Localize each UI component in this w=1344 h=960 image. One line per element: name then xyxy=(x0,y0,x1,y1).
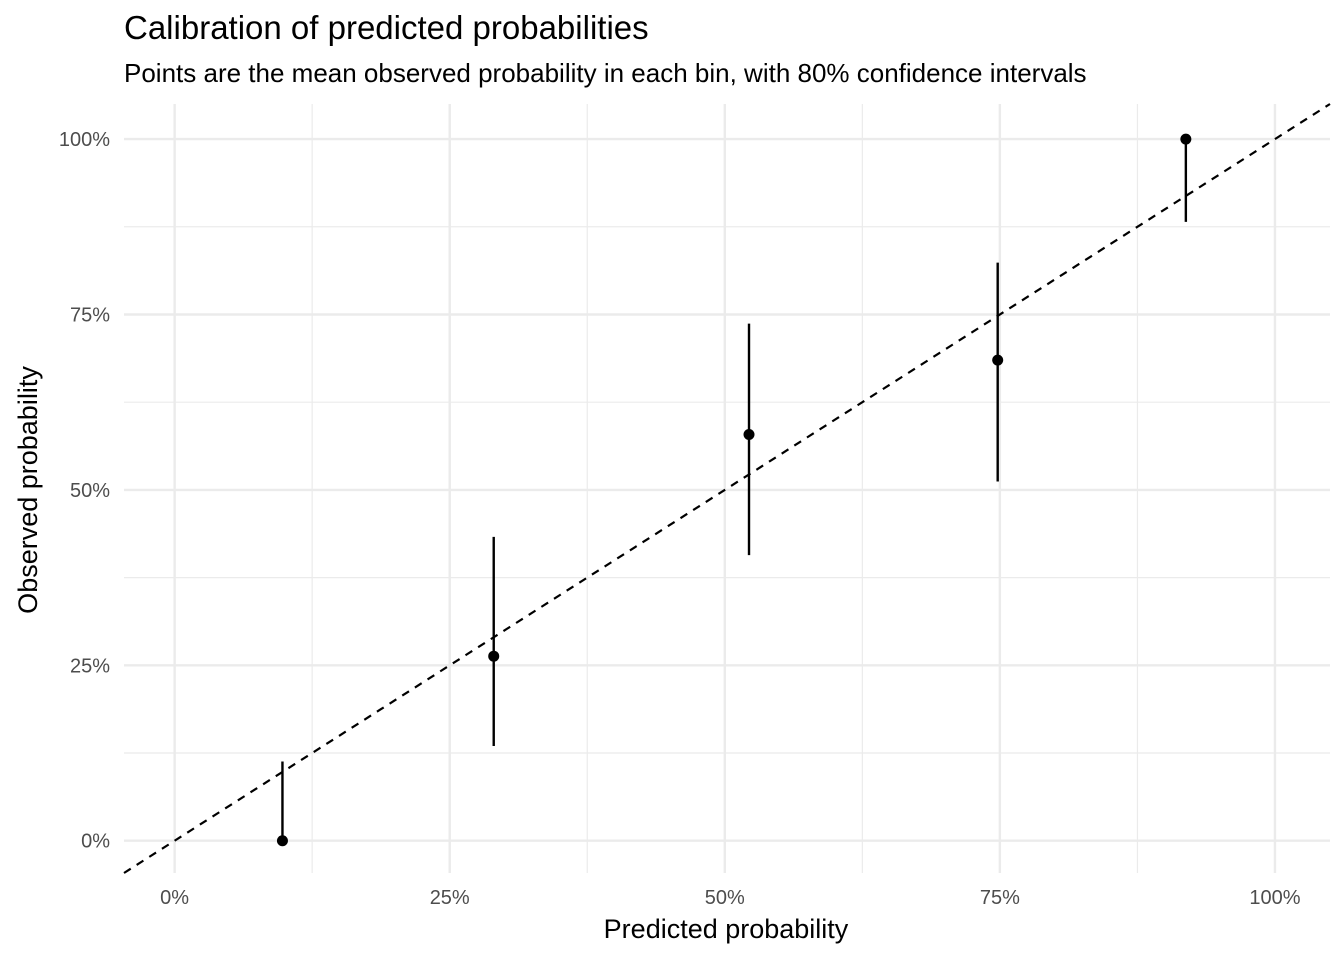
chart-subtitle: Points are the mean observed probability… xyxy=(124,58,1087,88)
y-tick-label: 25% xyxy=(70,655,110,677)
grid-major xyxy=(124,104,1330,873)
y-tick-label: 100% xyxy=(59,129,110,151)
x-tick-label: 0% xyxy=(160,887,189,909)
grid-minor xyxy=(124,104,1330,873)
data-point xyxy=(276,835,288,847)
x-tick-label: 75% xyxy=(980,887,1020,909)
y-axis-ticks: 0% 25% 50% 75% 100% xyxy=(59,129,110,853)
data-point xyxy=(743,428,755,440)
data-points xyxy=(276,133,1192,847)
data-point xyxy=(488,650,500,662)
x-tick-label: 50% xyxy=(705,887,745,909)
chart-title: Calibration of predicted probabilities xyxy=(124,9,649,46)
x-axis-ticks: 0% 25% 50% 75% 100% xyxy=(160,887,1301,909)
reference-line xyxy=(123,103,1331,874)
y-tick-label: 50% xyxy=(70,480,110,502)
data-point xyxy=(992,354,1004,366)
data-point xyxy=(1180,133,1192,145)
reference-line-layer xyxy=(123,103,1331,874)
y-tick-label: 0% xyxy=(81,831,110,853)
x-tick-label: 100% xyxy=(1249,887,1300,909)
x-axis-title: Predicted probability xyxy=(604,914,849,944)
x-tick-label: 25% xyxy=(430,887,470,909)
y-axis-title: Observed probability xyxy=(13,366,43,614)
y-tick-label: 75% xyxy=(70,304,110,326)
